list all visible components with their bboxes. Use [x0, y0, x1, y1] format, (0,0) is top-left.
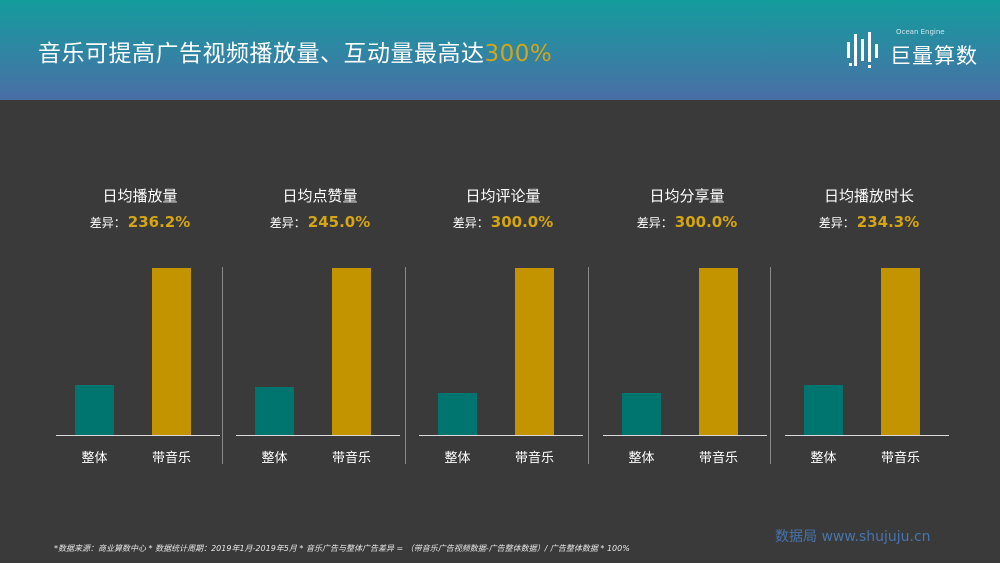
diff-label: 差异：	[818, 216, 855, 230]
diff-label: 差异：	[452, 216, 489, 230]
panel-diff: 差异： 245.0%	[230, 213, 410, 231]
x-tick-label: 整体	[628, 451, 655, 466]
x-tick-label: 整体	[810, 451, 837, 466]
watermark: 数据局 www.shujuju.cn	[775, 529, 931, 545]
bar-with-music	[332, 268, 371, 435]
logo-subtext: Ocean Engine	[896, 28, 945, 36]
bar-whole	[622, 393, 661, 435]
x-tick-label: 带音乐	[331, 451, 371, 466]
panel-separator	[405, 267, 406, 464]
panel-separator	[222, 267, 223, 464]
panel-baseline	[236, 435, 400, 436]
x-tick-label: 带音乐	[880, 451, 920, 466]
brand-logo: Ocean Engine 巨量算数	[844, 28, 984, 72]
panel-title: 日均点赞量	[282, 187, 358, 205]
diff-value: 234.3%	[856, 213, 920, 231]
x-tick-label: 带音乐	[698, 451, 738, 466]
x-tick-label: 整体	[261, 451, 288, 466]
x-tick-label: 带音乐	[514, 451, 554, 466]
bar-with-music	[881, 268, 920, 435]
diff-label: 差异：	[269, 216, 306, 230]
header-banner: 音乐可提高广告视频播放量、互动量最高达300% Ocean Engine 巨量算…	[0, 0, 1000, 100]
panel-separator	[588, 267, 589, 464]
panel-diff: 差异： 236.2%	[50, 213, 230, 231]
diff-value: 236.2%	[127, 213, 191, 231]
panel-title: 日均分享量	[649, 187, 725, 205]
bar-with-music	[152, 268, 191, 435]
panel-title: 日均播放时长	[823, 187, 914, 205]
panel-baseline	[419, 435, 583, 436]
bar-with-music	[515, 268, 554, 435]
diff-value: 300.0%	[674, 213, 738, 231]
footnote: *数据来源：商业算数中心 * 数据统计周期：2019年1月-2019年5月 * …	[54, 544, 630, 553]
panel-diff: 差异： 300.0%	[597, 213, 777, 231]
panel-baseline	[785, 435, 949, 436]
title-main: 音乐可提高广告视频播放量、互动量最高达	[38, 41, 485, 67]
title-highlight: 300%	[484, 41, 553, 67]
bar-whole	[75, 384, 114, 435]
diff-value: 245.0%	[307, 213, 371, 231]
bar-whole	[804, 384, 843, 435]
panel-title: 日均播放量	[102, 187, 178, 205]
panel-diff: 差异： 234.3%	[779, 213, 959, 231]
panel-diff: 差异： 300.0%	[413, 213, 593, 231]
page-title: 音乐可提高广告视频播放量、互动量最高达300%	[38, 34, 552, 68]
x-tick-label: 整体	[81, 451, 108, 466]
panel-baseline	[603, 435, 767, 436]
panel-separator	[770, 267, 771, 464]
bar-whole	[255, 386, 294, 435]
diff-value: 300.0%	[490, 213, 554, 231]
x-tick-label: 带音乐	[151, 451, 191, 466]
diff-label: 差异：	[89, 216, 126, 230]
logo-bars-icon	[847, 32, 878, 68]
panel-baseline	[56, 435, 220, 436]
diff-label: 差异：	[636, 216, 673, 230]
x-tick-label: 整体	[444, 451, 471, 466]
bar-whole	[438, 393, 477, 435]
panel-title: 日均评论量	[465, 187, 541, 205]
logo-text: 巨量算数	[890, 44, 978, 68]
bar-with-music	[699, 268, 738, 435]
